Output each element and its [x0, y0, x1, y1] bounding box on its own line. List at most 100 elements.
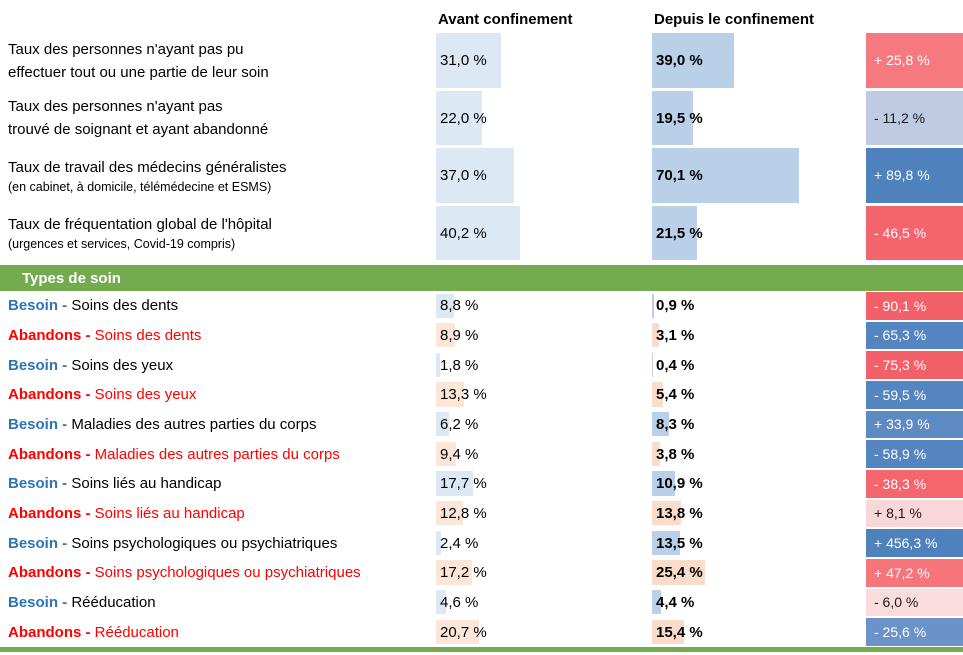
avant-cell: 17,2 %	[436, 558, 652, 588]
depuis-value: 13,8 %	[656, 504, 703, 522]
row-label-text: Soins liés au handicap	[94, 504, 245, 522]
depuis-bar	[652, 530, 681, 555]
depuis-value: 19,5 %	[656, 109, 703, 127]
avant-bar	[436, 382, 464, 407]
change-badge: + 8,1 %	[866, 499, 963, 528]
depuis-cell: 3,1 %	[652, 321, 866, 351]
row-label-text: Soins liés au handicap	[71, 475, 222, 493]
change-badge: + 33,9 %	[866, 410, 963, 439]
avant-cell: 12,8 %	[436, 499, 652, 529]
depuis-value: 3,8 %	[656, 445, 695, 463]
depuis-cell: 0,4 %	[652, 350, 866, 380]
row-label-prefix: Abandons -	[8, 386, 95, 404]
change-badge: - 6,0 %	[866, 588, 963, 617]
depuis-cell: 8,3 %	[652, 410, 866, 440]
row-label: Abandons - Soins des dents	[0, 321, 436, 351]
row-label-text: Maladies des autres parties du corps	[94, 445, 340, 463]
depuis-value: 8,3 %	[656, 415, 695, 433]
avant-value: 2,4 %	[440, 534, 479, 552]
row-label-line1: Taux des personnes n'ayant pas pu	[8, 40, 244, 58]
table-row: Abandons - Soins des dents 8,9 % 3,1 % -…	[0, 321, 963, 351]
change-badge: - 46,5 %	[866, 205, 963, 260]
depuis-value: 3,1 %	[656, 326, 695, 344]
depuis-value: 39,0 %	[656, 52, 703, 70]
row-label-text: Soins des yeux	[94, 386, 197, 404]
row-label-text: Soins des dents	[71, 297, 179, 315]
row-label: Abandons - Soins liés au handicap	[0, 499, 436, 529]
depuis-value: 10,9 %	[656, 475, 703, 493]
row-label-prefix: Abandons -	[8, 564, 95, 582]
row-label: Abandons - Soins des yeux	[0, 380, 436, 410]
depuis-bar	[652, 560, 706, 585]
avant-value: 17,2 %	[440, 564, 487, 582]
depuis-cell: 4,4 %	[652, 588, 866, 618]
depuis-bar	[652, 501, 681, 526]
table-row: Besoin - Soins psychologiques ou psychia…	[0, 528, 963, 558]
change-badge: + 25,8 %	[866, 33, 963, 88]
avant-cell: 2,4 %	[436, 528, 652, 558]
change-badge: + 456,3 %	[866, 529, 963, 557]
depuis-bar	[652, 205, 698, 260]
depuis-value: 5,4 %	[656, 386, 695, 404]
avant-value: 1,8 %	[440, 356, 479, 374]
depuis-bar	[652, 33, 734, 88]
depuis-bar	[652, 412, 670, 437]
avant-cell: 37,0 %	[436, 147, 652, 205]
column-header-avant-confinement: Avant confinement	[438, 11, 573, 28]
row-label-line1: Taux de fréquentation global de l'hôpita…	[8, 216, 272, 234]
table-header: Avant confinement Depuis le confinement	[0, 0, 963, 32]
depuis-cell: 3,8 %	[652, 439, 866, 469]
avant-value: 22,0 %	[440, 109, 487, 127]
depuis-bar	[652, 90, 693, 145]
table-row: Abandons - Rééducation 20,7 % 15,4 % - 2…	[0, 617, 963, 647]
depuis-value: 0,9 %	[656, 297, 695, 315]
avant-bar	[436, 352, 440, 377]
avant-value: 37,0 %	[440, 167, 487, 185]
avant-cell: 40,2 %	[436, 205, 652, 263]
avant-bar	[436, 293, 455, 318]
avant-bar	[436, 33, 502, 88]
row-label: Taux des personnes n'ayant pas trouvé de…	[0, 90, 436, 148]
depuis-bar	[652, 293, 654, 318]
avant-value: 17,7 %	[440, 475, 487, 493]
table-row: Taux des personnes n'ayant pas pu effect…	[0, 32, 963, 90]
row-label-text: Soins psychologiques ou psychiatriques	[71, 534, 338, 552]
avant-cell: 6,2 %	[436, 410, 652, 440]
row-label-line2: effectuer tout ou une partie de leur soi…	[8, 63, 269, 81]
change-badge: - 25,6 %	[866, 618, 963, 646]
depuis-value: 15,4 %	[656, 623, 703, 641]
row-label: Besoin - Soins psychologiques ou psychia…	[0, 528, 436, 558]
avant-value: 4,6 %	[440, 593, 479, 611]
table-row: Taux de fréquentation global de l'hôpita…	[0, 205, 963, 263]
depuis-bar	[652, 323, 659, 348]
avant-bar	[436, 619, 480, 644]
depuis-bar	[652, 148, 800, 203]
avant-bar	[436, 148, 514, 203]
depuis-cell: 19,5 %	[652, 90, 866, 148]
summary-rows: Taux des personnes n'ayant pas pu effect…	[0, 32, 963, 262]
row-label: Abandons - Maladies des autres parties d…	[0, 439, 436, 469]
row-label-text: Maladies des autres parties du corps	[71, 415, 317, 433]
avant-cell: 8,8 %	[436, 291, 652, 321]
table-row: Abandons - Maladies des autres parties d…	[0, 439, 963, 469]
row-label-prefix: Besoin -	[8, 415, 72, 433]
table-row: Besoin - Soins liés au handicap 17,7 % 1…	[0, 469, 963, 499]
depuis-bar	[652, 352, 653, 377]
row-label: Abandons - Rééducation	[0, 617, 436, 647]
avant-cell: 8,9 %	[436, 321, 652, 351]
section-banner: Types de soin	[0, 265, 963, 291]
row-label-prefix: Abandons -	[8, 326, 95, 344]
change-badge: - 90,1 %	[866, 292, 963, 320]
avant-cell: 31,0 %	[436, 32, 652, 90]
depuis-value: 13,5 %	[656, 534, 703, 552]
table-row: Abandons - Soins psychologiques ou psych…	[0, 558, 963, 588]
row-label: Taux de fréquentation global de l'hôpita…	[0, 205, 436, 263]
row-label-text: Rééducation	[71, 593, 156, 611]
row-label-prefix: Abandons -	[8, 445, 95, 463]
care-type-rows: Besoin - Soins des dents 8,8 % 0,9 % - 9…	[0, 291, 963, 647]
avant-bar	[436, 323, 455, 348]
avant-cell: 20,7 %	[436, 617, 652, 647]
avant-value: 13,3 %	[440, 386, 487, 404]
row-label: Besoin - Soins des dents	[0, 291, 436, 321]
